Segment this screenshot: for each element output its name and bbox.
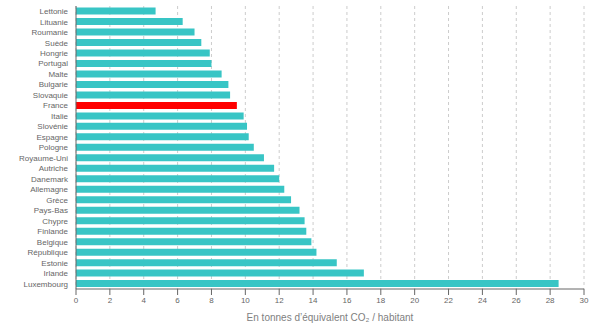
svg-text:12: 12: [275, 296, 284, 305]
svg-text:10: 10: [241, 296, 250, 305]
svg-text:Suède: Suède: [45, 39, 69, 48]
svg-text:Bulgarie: Bulgarie: [39, 80, 69, 89]
svg-text:30: 30: [580, 296, 589, 305]
svg-text:Portugal: Portugal: [38, 59, 68, 68]
svg-text:Lituanie: Lituanie: [40, 18, 69, 27]
svg-text:Autriche: Autriche: [39, 164, 69, 173]
svg-text:Royaume-Uni: Royaume-Uni: [19, 154, 68, 163]
svg-text:Roumanie: Roumanie: [32, 28, 69, 37]
svg-text:16: 16: [342, 296, 351, 305]
svg-text:Pays-Bas: Pays-Bas: [34, 206, 68, 215]
svg-text:6: 6: [175, 296, 180, 305]
svg-text:Estonie: Estonie: [41, 259, 68, 268]
svg-text:18: 18: [376, 296, 385, 305]
svg-text:28: 28: [546, 296, 555, 305]
svg-text:22: 22: [444, 296, 453, 305]
svg-text:Hongrie: Hongrie: [40, 49, 69, 58]
svg-text:Pologne: Pologne: [39, 143, 69, 152]
svg-text:Irlande: Irlande: [44, 269, 69, 278]
svg-text:2: 2: [108, 296, 113, 305]
svg-text:Grèce: Grèce: [46, 196, 68, 205]
svg-text:Allemagne: Allemagne: [30, 185, 68, 194]
svg-text:Chypre: Chypre: [42, 217, 68, 226]
svg-text:20: 20: [410, 296, 419, 305]
svg-text:14: 14: [309, 296, 318, 305]
svg-text:Belgique: Belgique: [37, 238, 69, 247]
svg-text:Danemark: Danemark: [31, 175, 69, 184]
svg-text:Luxembourg: Luxembourg: [24, 280, 68, 289]
svg-text:0: 0: [74, 296, 79, 305]
svg-text:Italie: Italie: [51, 112, 68, 121]
svg-text:4: 4: [142, 296, 147, 305]
svg-text:8: 8: [209, 296, 214, 305]
svg-text:Lettonie: Lettonie: [40, 7, 69, 16]
svg-text:En tonnes d’équivalent CO₂ / h: En tonnes d’équivalent CO₂ / habitant: [247, 312, 414, 323]
svg-text:Slovénie: Slovénie: [37, 122, 68, 131]
svg-text:26: 26: [512, 296, 521, 305]
svg-text:République: République: [28, 248, 69, 257]
svg-text:Slovaquie: Slovaquie: [33, 91, 69, 100]
svg-text:Malte: Malte: [48, 70, 68, 79]
svg-text:Finlande: Finlande: [37, 227, 68, 236]
svg-text:Espagne: Espagne: [36, 133, 68, 142]
svg-text:France: France: [43, 101, 68, 110]
svg-text:24: 24: [478, 296, 487, 305]
